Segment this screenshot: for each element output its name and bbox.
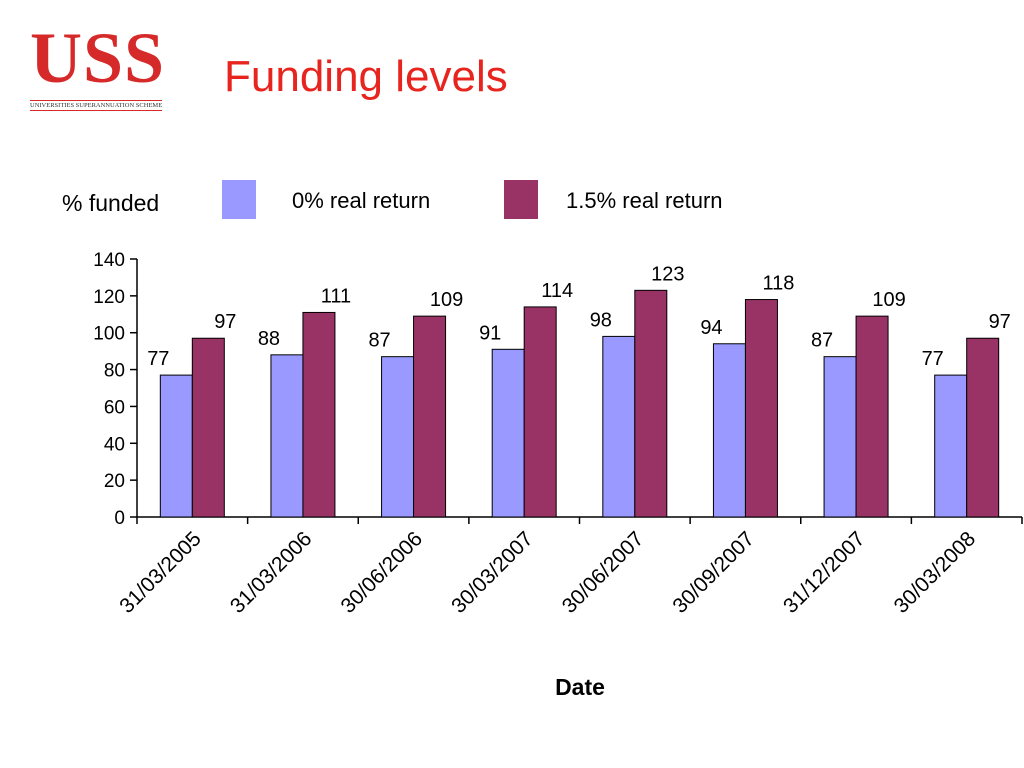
uss-logo: USS UNIVERSITIES SUPERANNUATION SCHEME <box>30 22 180 112</box>
bar-series-2 <box>523 306 557 518</box>
bar-series-1 <box>159 374 193 518</box>
data-label: 77 <box>922 348 944 370</box>
bar-series-1 <box>934 374 968 518</box>
bar-series-2 <box>744 299 778 518</box>
data-label: 87 <box>368 330 390 352</box>
y-ticks: 0 20 40 60 80 100 120 140 <box>93 250 137 529</box>
bar-series-2 <box>302 311 336 518</box>
x-tick-label: 30/06/2007 <box>558 527 649 618</box>
y-tick-label: 60 <box>104 397 125 418</box>
x-tick-label: 31/03/2006 <box>226 527 317 618</box>
data-label: 109 <box>430 289 463 311</box>
logo-mark: USS <box>30 18 166 98</box>
bar-series-1 <box>823 356 857 518</box>
legend-label-2: 1.5% real return <box>566 188 723 213</box>
bar-series-2 <box>413 315 447 518</box>
bar-series-1 <box>602 335 636 518</box>
bars <box>159 289 1000 518</box>
x-tick-label: 30/09/2007 <box>668 527 759 618</box>
data-label: 94 <box>700 317 722 339</box>
data-label: 109 <box>872 289 905 311</box>
data-label: 97 <box>989 311 1011 333</box>
legend-swatch-2 <box>504 180 538 219</box>
y-axis-title: % funded <box>62 190 159 216</box>
data-label: 88 <box>258 328 280 350</box>
x-tick-label: 31/12/2007 <box>779 527 870 618</box>
bar-series-1 <box>491 348 525 518</box>
data-label: 91 <box>479 322 501 344</box>
x-tick-label: 30/06/2006 <box>337 527 428 618</box>
bar-series-2 <box>634 289 668 518</box>
bar-series-1 <box>270 354 304 518</box>
x-tick-label: 30/03/2007 <box>447 527 538 618</box>
data-label: 97 <box>214 311 236 333</box>
data-label: 123 <box>651 263 684 285</box>
x-tick-labels: 31/03/2005 31/03/2006 30/06/2006 30/03/2007… <box>115 527 980 618</box>
bar-series-1 <box>712 343 746 518</box>
logo-subtitle: UNIVERSITIES SUPERANNUATION SCHEME <box>30 100 163 111</box>
y-tick-label: 140 <box>93 250 125 271</box>
y-tick-label: 80 <box>104 361 125 382</box>
data-label: 77 <box>147 348 169 370</box>
bar-series-2 <box>966 337 1000 518</box>
data-label: 118 <box>762 273 794 295</box>
y-tick-label: 40 <box>104 434 125 455</box>
data-labels: 77 97 88 111 87 109 91 114 98 123 94 118 87 109 77 97 <box>147 263 1011 370</box>
y-tick-label: 100 <box>93 324 125 345</box>
slide-title: Funding levels <box>224 52 508 101</box>
legend-swatch-1 <box>222 180 256 219</box>
y-tick-label: 120 <box>93 287 125 308</box>
data-label: 98 <box>590 309 612 331</box>
legend: 0% real return 1.5% real return <box>222 180 723 219</box>
x-tick-label: 31/03/2005 <box>115 527 206 618</box>
bar-series-1 <box>381 356 415 518</box>
y-tick-label: 0 <box>114 508 125 529</box>
legend-label-1: 0% real return <box>292 188 430 213</box>
x-axis-title: Date <box>555 674 605 700</box>
bar-series-2 <box>855 315 889 518</box>
bar-series-2 <box>191 337 225 518</box>
data-label: 114 <box>541 280 573 302</box>
x-tick-label: 30/03/2008 <box>890 527 981 618</box>
y-tick-label: 20 <box>104 471 125 492</box>
data-label: 111 <box>321 285 351 307</box>
data-label: 87 <box>811 330 833 352</box>
